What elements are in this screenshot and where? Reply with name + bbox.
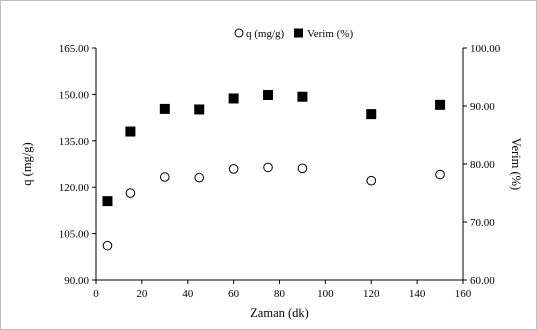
data-point-verim [125,126,136,137]
y-right-tick-label: 100.00 [470,43,501,55]
data-point-verim [194,104,205,115]
legend-marker-q [234,28,244,38]
y-left-tick-label: 90.00 [64,275,89,287]
data-point-q [297,163,308,174]
data-points [102,89,446,251]
data-point-verim [297,91,308,102]
y-left-tick-label: 135.00 [59,136,90,148]
ticks: 0 20 40 60 80 100 120 140 160 90.00 105.00 120.00 13… [59,43,501,300]
y-right-tick-label: 90.00 [470,101,495,113]
legend-label-q: q (mg/g) [246,28,285,40]
legend: q (mg/g) Verim (%) [234,28,353,40]
x-tick-label: 160 [455,288,472,300]
data-point-verim [228,93,239,104]
data-point-q [435,169,445,180]
data-point-q [263,162,273,173]
y-right-tick-label: 80.00 [470,159,495,171]
x-tick-label: 20 [136,288,148,300]
y-right-tick-label: 60.00 [470,275,495,287]
x-tick-label: 100 [317,288,334,300]
legend-label-verim: Verim (%) [307,28,353,40]
data-point-q [228,164,239,174]
y-right-tick-label: 70.00 [470,217,495,229]
data-point-q [194,172,205,183]
legend-marker-verim [294,28,303,38]
data-point-q [102,240,113,251]
y-left-tick-label: 120.00 [59,182,90,194]
data-point-verim [263,89,274,100]
data-point-verim [159,103,170,114]
x-tick-label: 60 [228,288,240,300]
y-left-tick-label: 150.00 [59,89,90,101]
x-tick-label: 120 [363,288,380,300]
x-tick-label: 140 [409,288,426,300]
data-point-q [160,172,170,182]
data-point-verim [366,109,377,120]
x-tick-label: 80 [274,288,286,300]
x-tick-label: 40 [182,288,194,300]
data-point-verim [435,99,446,110]
y-left-axis-title: q (mg/g) [20,142,34,185]
data-point-verim [102,196,113,207]
y-right-axis-title: Verim (%) [509,138,523,190]
x-axis-title: Zaman (dk) [250,306,309,320]
data-point-q [366,175,377,186]
x-tick-label: 0 [93,288,99,300]
y-left-tick-label: 165.00 [59,43,90,55]
data-point-q [125,188,136,198]
y-left-tick-label: 105.00 [59,229,90,241]
